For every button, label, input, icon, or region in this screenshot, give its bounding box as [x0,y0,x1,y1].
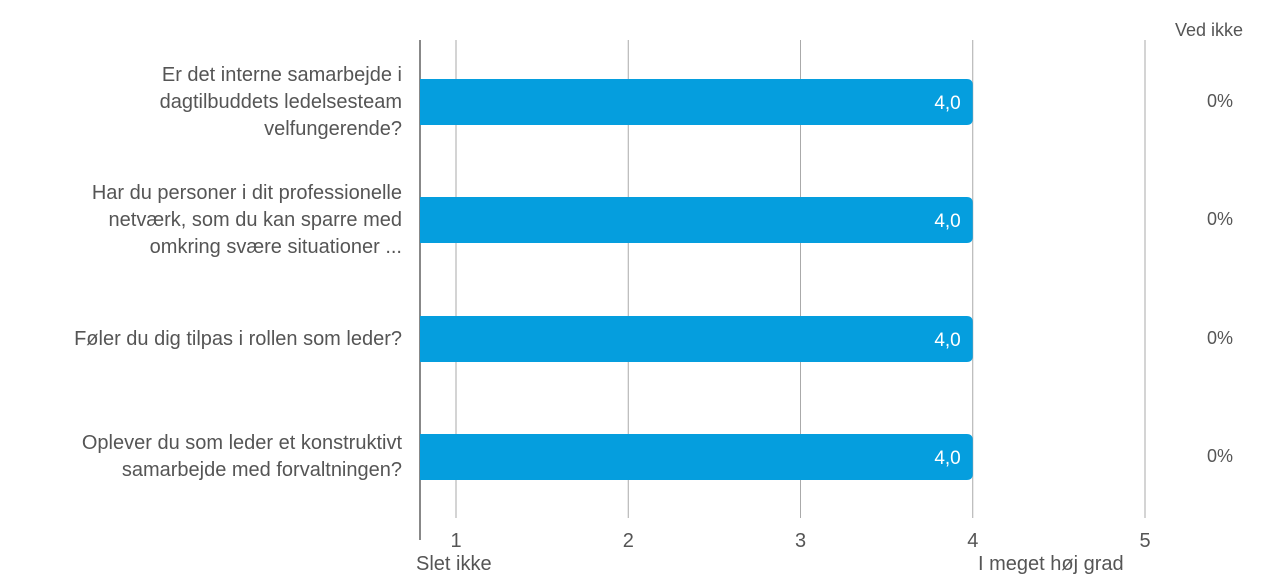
side-column-value: 0% [1206,91,1233,111]
x-tick-label: 4 [967,530,979,552]
bar-value-label: 4,0 [934,330,960,351]
bar [420,79,973,125]
category-label-line: Er det interne samarbejde i [161,63,402,86]
bar-value-label: 4,0 [934,211,960,232]
category-label-line: Oplever du som leder et konstruktivt [81,432,402,454]
category-label-line: netværk, som du kan sparre med [108,208,402,231]
bar [420,316,973,362]
side-column-value: 0% [1206,209,1233,229]
x-min-label: Slet ikke [416,553,492,575]
category-label: Er det interne samarbejde i dagtilbuddets… [2,62,402,143]
category-label-line: Føler du dig tilpas i rollen som leder? [74,327,402,350]
category-label-line: Har du personer i dit professionelle [91,181,402,204]
category-label-line: dagtilbuddets ledelsesteam [159,90,402,113]
x-max-label: I meget høj grad [978,553,1124,575]
x-tick-label: 3 [794,530,807,552]
side-column-value: 0% [1206,328,1233,348]
x-tick-label: 5 [1139,530,1151,552]
side-column-value: 0% [1206,446,1233,466]
category-label: Oplever du som leder et konstruktivt sama… [2,430,402,484]
bar [420,197,973,243]
category-label: Føler du dig tilpas i rollen som leder? [2,326,402,353]
bar [420,434,973,480]
x-tick-label: 1 [450,530,462,552]
x-tick-label: 2 [622,530,634,552]
bar-value-label: 4,0 [934,448,960,469]
bar-value-label: 4,0 [934,93,960,114]
category-label-line: omkring svære situationer ... [149,235,402,258]
category-label-line: velfungerende? [264,117,402,140]
category-label-line: samarbejde med forvaltningen? [121,459,402,481]
side-column-header: Ved ikke [1175,20,1244,40]
category-label: Har du personer i dit professionelle netv… [2,180,402,261]
